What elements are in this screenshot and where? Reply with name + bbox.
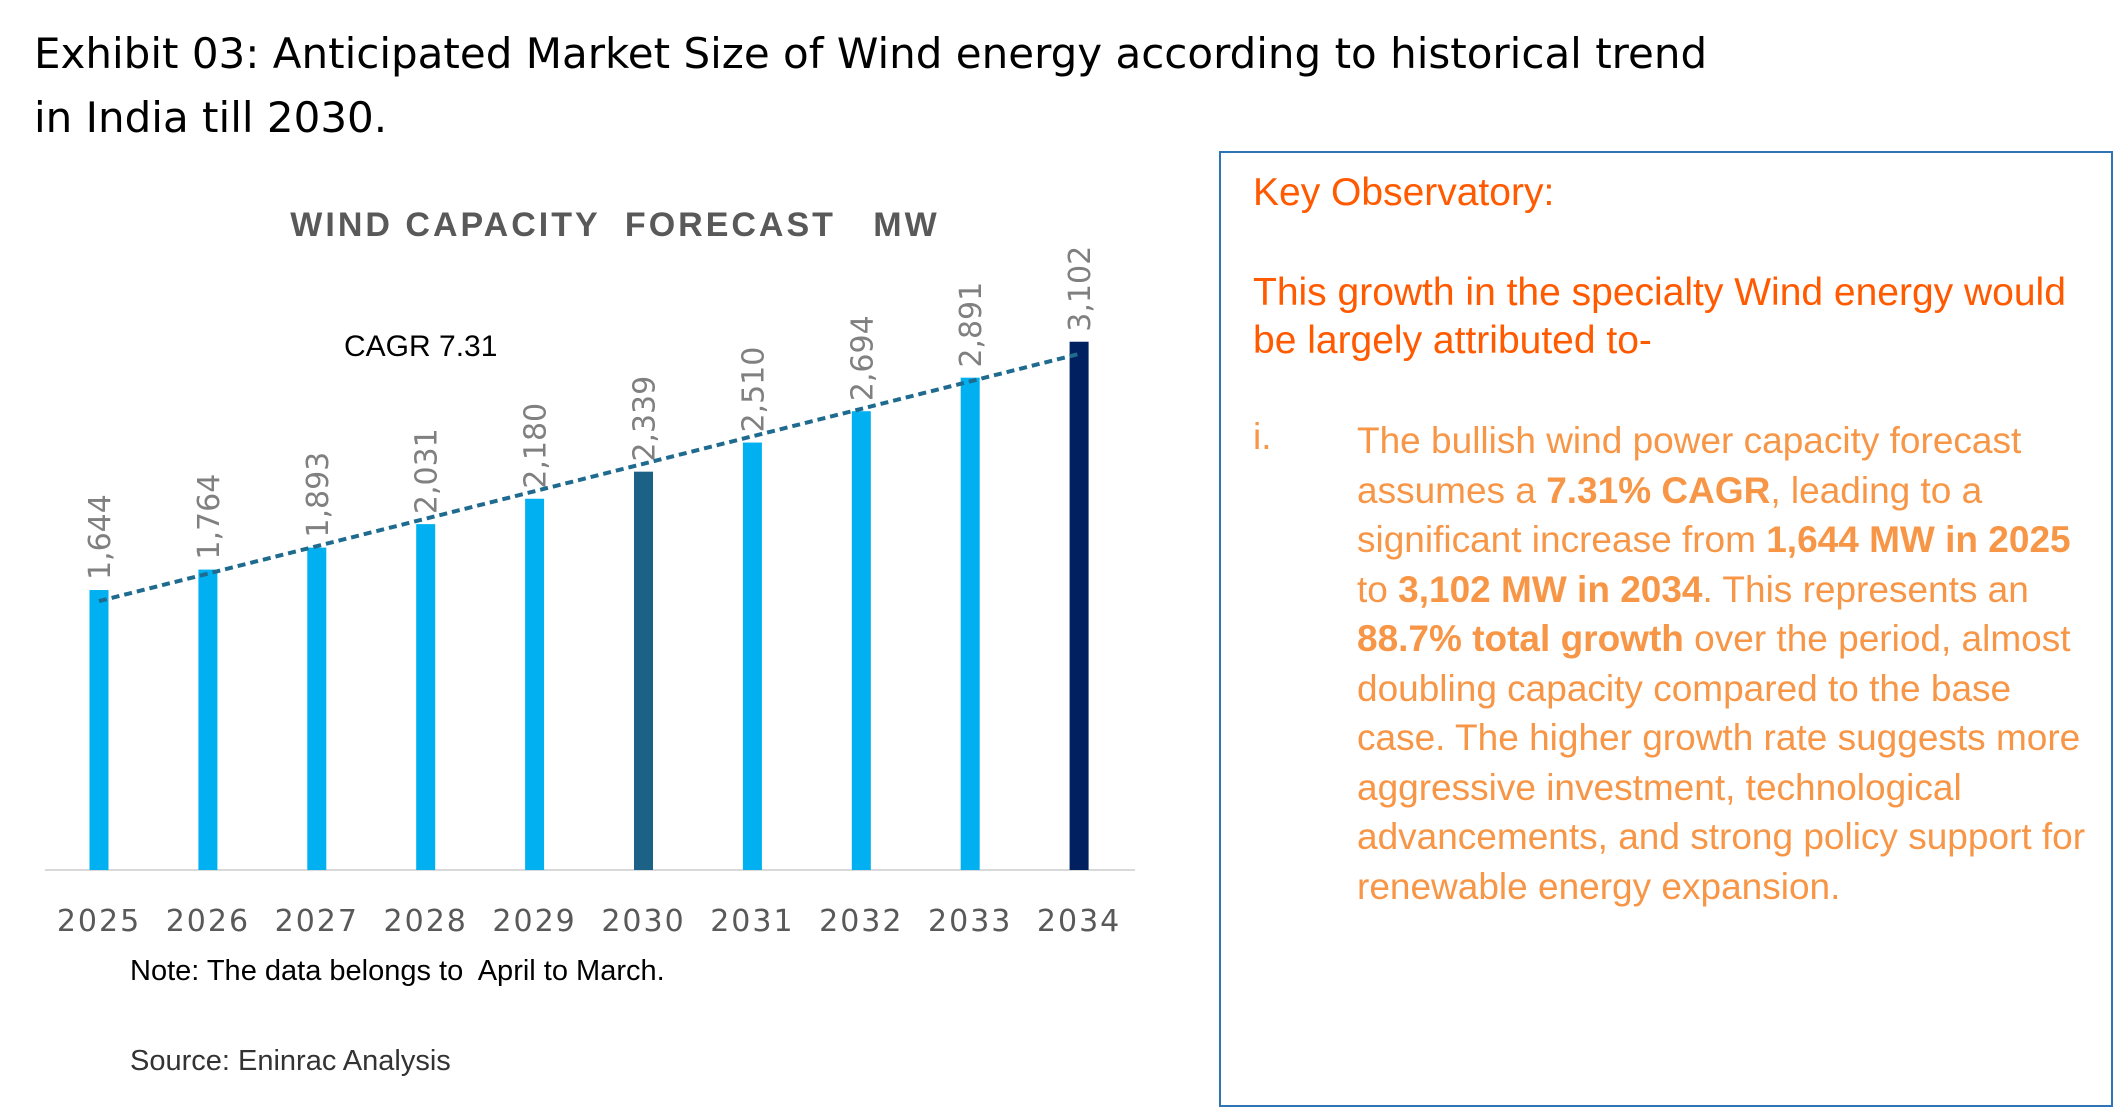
value-label: 2,031 [410,428,445,514]
bar-2033 [960,377,980,870]
x-tick-label: 2027 [275,904,359,939]
chart-note: Note: The data belongs to April to March… [130,955,665,987]
item-marker: i. [1253,416,1272,457]
observations-intro: This growth in the specialty Wind energy… [1253,271,2066,362]
x-tick-label: 2032 [819,904,903,939]
body-text: , leading to a significant increase from [1357,469,1983,561]
value-label: 3,102 [1063,246,1098,332]
bar-2031 [742,442,762,870]
value-label: 2,891 [954,282,989,368]
bar-2034 [1069,341,1089,871]
observations-heading: Key Observatory: [1253,171,1555,214]
x-tick-label: 2026 [166,904,250,939]
x-tick-label: 2034 [1037,904,1121,939]
x-tick-label: 2031 [710,904,794,939]
bar-2027 [307,547,327,870]
value-label: 2,339 [628,376,663,462]
highlight-text: 1,644 MW in 2025 [1766,519,2071,560]
value-label: 1,764 [192,474,227,560]
cagr-annotation: CAGR 7.31 [344,330,497,363]
highlight-text: 88.7% total growth [1357,618,1684,659]
bar-2028 [416,524,436,870]
bar-2026 [198,569,218,870]
wind-capacity-chart: WIND CAPACITY FORECAST MW CAGR 7.31 1,64… [45,206,1135,939]
chart-source: Source: Eninrac Analysis [130,1045,451,1077]
bar-2032 [851,411,871,870]
x-tick-label: 2029 [492,904,576,939]
highlight-text: 3,102 MW in 2034 [1398,568,1703,610]
body-text: over the period, almost doubling capacit… [1357,618,2086,907]
value-label: 2,510 [736,347,771,433]
x-tick-label: 2030 [601,904,685,939]
body-text: The bullish wind power capacity forecast… [1357,420,2022,511]
value-label: 1,644 [83,494,118,580]
x-tick-label: 2025 [57,904,141,939]
observation-item-text: The bullish wind power capacity forecast… [1357,416,2097,911]
value-label: 2,180 [519,403,554,489]
value-label: 1,893 [301,452,336,538]
exhibit-title: Exhibit 03: Anticipated Market Size of W… [34,29,1708,142]
key-observations-panel: Key Observatory: This growth in the spec… [1219,151,2113,1107]
value-label: 2,694 [845,315,880,401]
x-tick-label: 2028 [384,904,468,939]
bar-2025 [89,590,109,870]
bar-2029 [525,498,545,870]
trendline [98,351,1080,604]
x-tick-label: 2033 [928,904,1012,939]
body-text: to [1357,568,1399,610]
body-text: . This represents an [1702,568,2029,610]
bar-2030 [634,471,653,870]
chart-title: WIND CAPACITY FORECAST MW [290,206,939,244]
highlight-text: 7.31% CAGR [1546,469,1771,511]
